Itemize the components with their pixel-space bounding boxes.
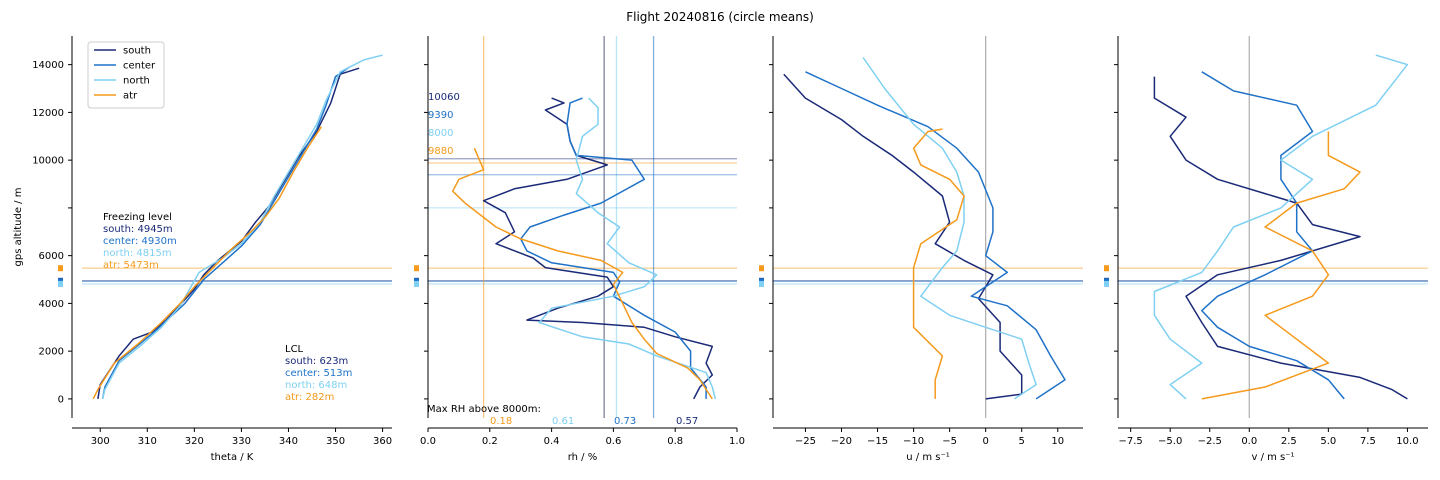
max-rh-value-north: 0.61: [552, 416, 574, 427]
series-line-north: [1153, 54, 1409, 400]
series-line-center: [1201, 71, 1345, 400]
freezing-level-atr: atr: 5473m: [103, 260, 159, 271]
x-tick-label: −20: [831, 436, 852, 447]
legend-label-center: center: [123, 61, 156, 72]
legend-frame: [87, 41, 165, 109]
x-tick-label: 350: [326, 436, 345, 447]
legend-label-atr: atr: [123, 91, 138, 102]
x-tick-label: 10: [1051, 436, 1064, 447]
series-line-south: [1153, 76, 1408, 400]
freezing-marker-atr: [759, 265, 764, 272]
x-tick-label: 2.5: [1281, 436, 1297, 447]
series-line-center: [805, 71, 1066, 400]
freezing-level-center: center: 4930m: [103, 236, 177, 247]
max-rh-value-south: 0.57: [676, 416, 698, 427]
x-tick-label: 0.6: [605, 436, 621, 447]
x-tick-label: −2.5: [1198, 436, 1222, 447]
x-tick-label: −7.5: [1119, 436, 1143, 447]
series-line-south: [783, 73, 1023, 400]
y-tick-label: 4000: [39, 299, 64, 310]
x-axis-label: v / m s⁻¹: [1251, 452, 1294, 463]
series-line-center: [101, 66, 351, 400]
x-tick-label: 310: [138, 436, 157, 447]
x-tick-label: −5: [942, 436, 957, 447]
top-label-center: 9390: [428, 110, 453, 121]
top-label-atr: 9880: [428, 146, 453, 157]
legend: south center north atr: [87, 41, 165, 109]
top-label-north: 8000: [428, 128, 453, 139]
x-tick-label: 0.2: [482, 436, 498, 447]
freezing-marker-north: [414, 280, 419, 287]
freezing-marker-atr: [1104, 265, 1109, 272]
x-tick-label: 1.0: [729, 436, 745, 447]
top-label-south: 10060: [428, 92, 460, 103]
y-tick-label: 10000: [32, 156, 64, 167]
series-line-north: [862, 57, 1037, 400]
x-tick-label: 0.8: [667, 436, 683, 447]
series-line-south: [482, 97, 714, 400]
panel-theta: 300 310 320 330 340 350 360 theta / K 0 2000 4000 6…: [13, 36, 392, 463]
x-tick-label: 0.0: [1241, 436, 1257, 447]
max-rh-value-center: 0.73: [614, 416, 636, 427]
x-tick-label: −5.0: [1158, 436, 1182, 447]
freezing-level-south: south: 4945m: [103, 224, 173, 235]
lcl-north: north: 648m: [285, 380, 347, 391]
x-tick-label: 360: [373, 436, 392, 447]
lcl-atr: atr: 282m: [285, 392, 334, 403]
series-line-atr: [92, 126, 323, 400]
figure-title: Flight 20240816 (circle means): [626, 10, 814, 24]
series-line-center: [519, 97, 707, 399]
series-line-atr: [1201, 131, 1361, 400]
freezing-marker-north: [1104, 280, 1109, 287]
y-tick-label: 6000: [39, 251, 64, 262]
legend-label-south: south: [123, 46, 151, 57]
series-line-north: [101, 54, 383, 400]
y-axis-label: gps altitude / m: [13, 188, 24, 267]
x-tick-label: 320: [185, 436, 204, 447]
x-tick-label: 0.4: [544, 436, 560, 447]
x-tick-label: 10.0: [1396, 436, 1418, 447]
freezing-marker-north: [58, 280, 63, 287]
y-tick-label: 2000: [39, 347, 64, 358]
freezing-level-title: Freezing level: [103, 212, 172, 223]
max-rh-value-atr: 0.18: [490, 416, 512, 427]
freezing-level-north: north: 4815m: [103, 248, 172, 259]
y-tick-label: 0: [58, 394, 64, 405]
x-tick-label: 5.0: [1320, 436, 1336, 447]
x-tick-label: 0.0: [420, 436, 436, 447]
panel-v: −7.5 −5.0 −2.5 0.0 2.5 5.0 7.5 10.0 v / m s⁻¹: [1104, 36, 1428, 463]
x-tick-label: 340: [279, 436, 298, 447]
y-tick-label: 14000: [32, 60, 64, 71]
x-tick-label: 5: [1019, 436, 1025, 447]
freezing-marker-atr: [414, 265, 419, 272]
panel-rh: 0.0 0.2 0.4 0.6 0.8 1.0 rh / % 10060 9390 8000 988…: [414, 36, 745, 463]
x-tick-label: 300: [91, 436, 110, 447]
lcl-center: center: 513m: [285, 368, 352, 379]
x-tick-label: −10: [903, 436, 924, 447]
x-axis-label: theta / K: [211, 452, 254, 463]
y-tick-label: 12000: [32, 108, 64, 119]
panel-u: −25 −20 −15 −10 −5 0 5 10 u / m s⁻¹: [759, 36, 1083, 463]
x-tick-label: 0: [982, 436, 988, 447]
series-line-atr: [912, 128, 965, 399]
max-rh-title: Max RH above 8000m:: [427, 404, 541, 415]
series-line-north: [538, 97, 717, 400]
x-tick-label: −15: [867, 436, 888, 447]
freezing-marker-north: [759, 280, 764, 287]
lcl-south: south: 623m: [285, 356, 348, 367]
series-line-atr: [451, 147, 713, 400]
x-tick-label: −25: [795, 436, 816, 447]
x-axis-label: u / m s⁻¹: [906, 452, 949, 463]
x-axis-label: rh / %: [568, 452, 598, 463]
freezing-marker-atr: [58, 265, 63, 272]
x-tick-label: 330: [232, 436, 251, 447]
lcl-title: LCL: [285, 344, 304, 355]
x-tick-label: 7.5: [1360, 436, 1376, 447]
legend-label-north: north: [123, 76, 150, 87]
